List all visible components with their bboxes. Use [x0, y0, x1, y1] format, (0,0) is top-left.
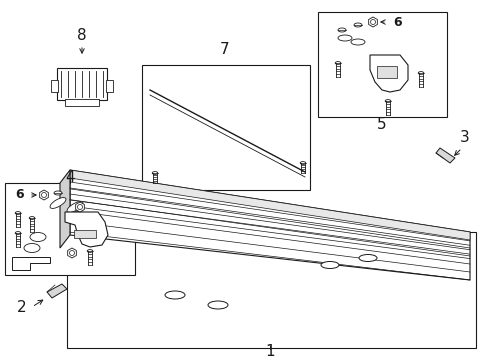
Bar — [65, 99, 99, 106]
Polygon shape — [65, 212, 108, 247]
Bar — [51, 80, 58, 92]
Bar — [67, 232, 475, 348]
Ellipse shape — [300, 162, 305, 165]
Bar — [142, 65, 309, 190]
Ellipse shape — [29, 217, 35, 219]
Ellipse shape — [350, 39, 364, 45]
Ellipse shape — [353, 23, 361, 27]
Text: 3: 3 — [459, 130, 469, 145]
Polygon shape — [70, 170, 469, 240]
Ellipse shape — [67, 202, 83, 212]
Text: 2: 2 — [17, 300, 27, 315]
Polygon shape — [12, 257, 50, 270]
Polygon shape — [60, 170, 70, 248]
Polygon shape — [368, 17, 377, 27]
Ellipse shape — [24, 243, 40, 252]
Ellipse shape — [385, 100, 390, 102]
Ellipse shape — [337, 35, 351, 41]
Polygon shape — [67, 248, 76, 258]
Polygon shape — [47, 284, 67, 298]
Ellipse shape — [207, 301, 227, 309]
Ellipse shape — [358, 255, 376, 261]
Polygon shape — [76, 202, 84, 212]
Bar — [57, 68, 107, 100]
Text: 1: 1 — [264, 345, 274, 360]
Bar — [317, 12, 446, 117]
Text: 5: 5 — [376, 117, 386, 132]
Ellipse shape — [417, 72, 423, 75]
Bar — [5, 183, 135, 275]
Ellipse shape — [50, 198, 66, 208]
Polygon shape — [40, 190, 48, 200]
Ellipse shape — [334, 62, 340, 64]
Bar — [74, 230, 96, 238]
Text: 4: 4 — [65, 171, 75, 185]
Text: 6: 6 — [16, 189, 24, 202]
Text: 6: 6 — [393, 15, 402, 28]
Bar — [376, 66, 396, 78]
Ellipse shape — [320, 261, 338, 269]
Polygon shape — [435, 148, 454, 163]
Text: 8: 8 — [77, 27, 87, 42]
Polygon shape — [70, 170, 469, 280]
Text: 7: 7 — [220, 42, 229, 58]
Ellipse shape — [164, 291, 184, 299]
Ellipse shape — [30, 233, 46, 242]
Polygon shape — [369, 55, 407, 92]
Ellipse shape — [337, 28, 346, 32]
Ellipse shape — [87, 249, 93, 252]
Bar — [106, 80, 113, 92]
Ellipse shape — [152, 172, 158, 174]
Ellipse shape — [15, 212, 21, 215]
Ellipse shape — [15, 231, 21, 234]
Ellipse shape — [54, 191, 62, 195]
